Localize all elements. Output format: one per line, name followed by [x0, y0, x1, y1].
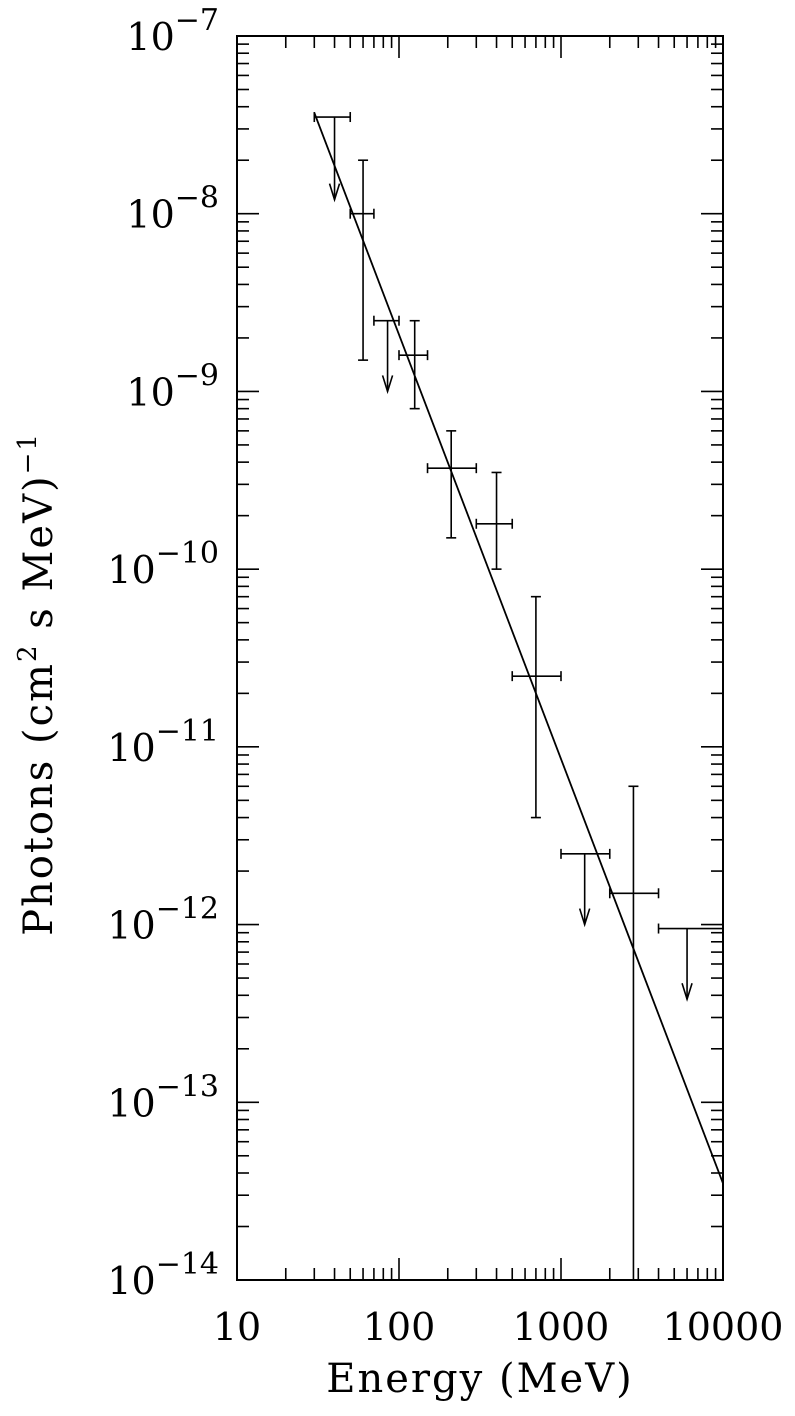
y-tick-label-exponent: −14 — [156, 1247, 219, 1282]
y-tick-label: 10−9 — [126, 358, 219, 414]
y-axis-label-sup: 2 — [13, 644, 43, 663]
y-tick-label-base: 10 — [126, 193, 174, 237]
upper-limit — [373, 315, 400, 395]
y-tick-label-base: 10 — [126, 15, 174, 59]
y-tick-label-exponent: −7 — [175, 3, 219, 38]
y-tick-label-base: 10 — [107, 548, 155, 592]
data-point — [511, 595, 562, 819]
y-tick-label-exponent: −8 — [175, 181, 219, 216]
y-tick-label-base: 10 — [107, 1081, 155, 1125]
x-tick-label: 100 — [363, 1305, 436, 1349]
plot-frame — [236, 35, 724, 1281]
y-tick-label-base: 10 — [126, 370, 174, 414]
fit-line — [313, 112, 724, 1184]
y-tick-label: 10−12 — [107, 892, 219, 948]
y-tick-label-exponent: −13 — [156, 1069, 219, 1104]
upper-limit — [560, 848, 611, 928]
y-tick-label-base: 10 — [107, 726, 155, 770]
upper-limit-arrow-head — [578, 908, 591, 928]
data-point — [426, 430, 478, 539]
data-point — [398, 319, 429, 410]
y-tick-label: 10−14 — [107, 1247, 219, 1303]
tick-marks — [237, 36, 723, 1280]
y-axis-label-sup2: −1 — [13, 432, 43, 474]
data-points — [313, 112, 724, 1280]
data-point — [608, 785, 660, 1280]
y-axis-label: Photons (cm2 s MeV)−1 — [13, 432, 62, 936]
y-tick-label: 10−13 — [107, 1069, 219, 1125]
tick-labels: 10 100 1000 1000010−710−810−910−1010−1110−1… — [107, 3, 783, 1349]
upper-limit-arrow-head — [681, 983, 693, 1002]
upper-limit — [657, 923, 723, 1002]
x-tick-label: 10000 — [663, 1305, 784, 1349]
x-tick-label: 10 — [213, 1305, 261, 1349]
x-axis-label: Energy (MeV) — [326, 1356, 633, 1402]
upper-limit — [313, 112, 352, 203]
x-tick-label: 1000 — [513, 1305, 610, 1349]
y-tick-label: 10−8 — [126, 181, 219, 237]
data-point — [349, 159, 375, 361]
y-axis-label-mid: s MeV) — [16, 474, 62, 643]
y-tick-label-exponent: −10 — [156, 536, 219, 571]
upper-limit-arrow-head — [381, 375, 394, 395]
y-axis-label-base: Photons (cm — [16, 662, 62, 936]
y-tick-label-base: 10 — [107, 1259, 155, 1303]
y-tick-label-exponent: −9 — [175, 358, 219, 393]
y-tick-label: 10−10 — [107, 536, 219, 592]
data-point — [475, 471, 514, 570]
y-tick-label-exponent: −12 — [156, 892, 219, 927]
y-tick-label: 10−11 — [107, 714, 219, 770]
y-tick-label-exponent: −11 — [156, 714, 219, 749]
y-tick-label: 10−7 — [126, 3, 219, 59]
upper-limit-arrow-head — [328, 183, 341, 203]
y-tick-label-base: 10 — [107, 904, 155, 948]
